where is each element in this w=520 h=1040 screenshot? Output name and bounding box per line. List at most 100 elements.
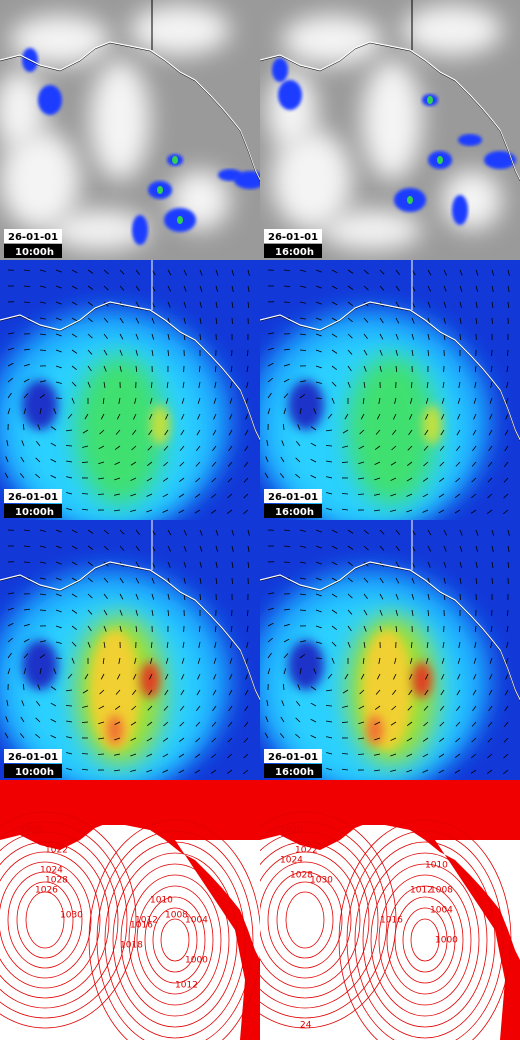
wind-barb — [374, 493, 381, 496]
wind-barb — [347, 269, 354, 274]
wind-barb — [247, 301, 250, 309]
wind-barb — [7, 408, 11, 415]
isobar — [394, 896, 456, 984]
wind-barb — [299, 654, 306, 659]
wind-barb — [363, 317, 369, 323]
wind-barb — [473, 673, 477, 680]
coastline — [260, 301, 520, 441]
wind-barb — [23, 363, 30, 367]
date-label: 26-01-01 — [268, 232, 318, 243]
wind-barb — [425, 397, 429, 404]
wind-barb — [183, 577, 186, 584]
wind-barb — [379, 609, 383, 616]
wind-barb — [244, 429, 249, 436]
wind-barb — [130, 737, 137, 741]
wind-barb — [395, 317, 400, 324]
wind-barb — [132, 689, 137, 695]
wind-barb — [326, 460, 333, 463]
wind-barb — [243, 737, 249, 743]
wind-barb — [315, 301, 322, 305]
wind-barb — [247, 561, 250, 569]
isobar-label: 1008 — [430, 886, 453, 896]
wind-barb — [87, 365, 92, 372]
wind-barb — [455, 721, 461, 727]
wind-barb — [134, 657, 137, 664]
wind-barb — [326, 689, 333, 692]
wind-barb — [410, 381, 413, 389]
wind-barb — [457, 673, 461, 680]
wind-barb — [103, 269, 109, 275]
wind-barb — [67, 673, 73, 679]
wind-barb — [130, 509, 137, 512]
wind-barb — [342, 429, 349, 434]
wind-barb — [35, 701, 41, 707]
wind-barb — [407, 721, 413, 726]
isobar — [0, 831, 119, 1009]
wind-barb — [81, 461, 89, 463]
wind-barb — [211, 477, 217, 483]
wind-barb — [114, 445, 121, 450]
wind-barb — [459, 333, 461, 341]
isobar-label: 1024 — [280, 856, 303, 866]
wind-barb — [459, 577, 462, 584]
cloud — [90, 60, 150, 180]
wind-barb — [102, 657, 105, 664]
wind-barb — [503, 737, 509, 743]
wind-barb — [362, 657, 365, 664]
wind-barb — [297, 424, 301, 431]
cloud — [272, 130, 352, 230]
wind-barb — [50, 442, 57, 447]
wind-barb — [23, 623, 30, 627]
wind-barb — [22, 423, 25, 431]
wind-barb — [347, 561, 354, 566]
wind-barb — [331, 365, 337, 371]
wind-barb — [151, 609, 154, 616]
wind-barb — [443, 285, 447, 292]
wind-barb — [443, 561, 447, 568]
land — [0, 780, 260, 1040]
isobar — [0, 861, 92, 979]
isobar-label: 1024 — [40, 866, 63, 876]
coastline — [0, 41, 260, 181]
wind-barb — [23, 269, 30, 272]
wind-barb — [135, 349, 138, 356]
isobar — [285, 891, 325, 949]
wind-barb — [507, 349, 509, 357]
wind-barb — [55, 561, 62, 565]
wind-barb — [326, 736, 333, 739]
precip-core — [437, 156, 443, 164]
wind-barb — [283, 393, 289, 399]
wind-barb — [459, 365, 461, 373]
wind-barb — [347, 545, 354, 550]
isobar-label: 1000 — [435, 936, 458, 946]
wind-barb — [135, 285, 140, 292]
wind-barb — [21, 440, 25, 447]
wind-barb — [37, 424, 41, 431]
wind-barb — [475, 301, 478, 308]
wind-barb — [342, 445, 349, 448]
wind-barb — [135, 545, 140, 552]
date-box — [264, 489, 322, 503]
isobar — [260, 841, 370, 999]
wind-barb — [438, 769, 445, 774]
wind-barb — [331, 333, 338, 338]
wind-barb — [391, 705, 397, 711]
wind-barb — [347, 301, 354, 306]
wind-barb — [315, 529, 322, 533]
wind-barb — [443, 269, 447, 276]
wind-barb — [507, 609, 509, 617]
wind-barb — [66, 736, 73, 739]
time-label: 10:00h — [15, 507, 54, 518]
wind-barb — [299, 269, 306, 272]
wind-barb — [267, 377, 273, 383]
wind-barb — [71, 593, 78, 598]
wind-barb — [116, 673, 121, 680]
wind-barb — [411, 529, 416, 536]
low-center — [288, 640, 324, 690]
wind-barb — [210, 769, 217, 774]
wind-barb — [297, 684, 301, 691]
wind-barb — [279, 733, 285, 739]
isobar — [378, 874, 472, 1006]
date-label: 26-01-01 — [8, 232, 58, 243]
wind-barb — [331, 641, 337, 647]
